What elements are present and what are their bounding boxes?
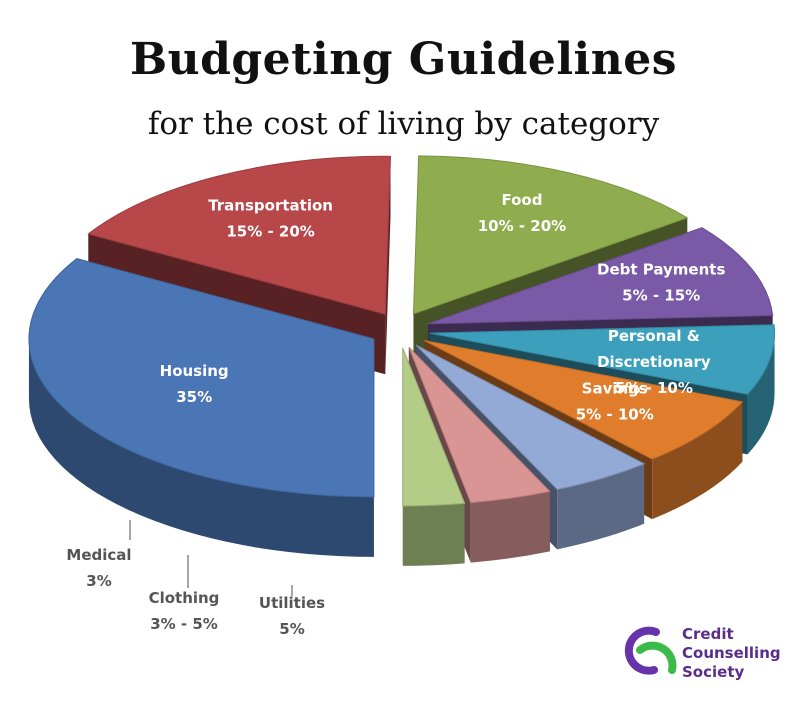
chart-subtitle: for the cost of living by category (147, 106, 660, 142)
logo-line-3: Society (682, 663, 745, 681)
slice-label-utilities: Utilities 5% (259, 594, 325, 638)
credit-counselling-society-logo (624, 626, 677, 675)
slice-side-wall (652, 401, 743, 520)
slice-value: 15% - 20% (226, 223, 314, 241)
slice-name: Savings (582, 379, 648, 397)
slice-label-housing: Housing 35% (160, 362, 229, 406)
slice-label-medical: Medical 3% (66, 546, 131, 590)
slice-name: Personal & (608, 327, 700, 345)
slice-label-savings: Savings 5% - 10% (576, 379, 654, 423)
slice-top (28, 258, 375, 498)
slice-medical (402, 347, 466, 566)
slice-side-wall (470, 491, 550, 563)
slice-top (412, 155, 689, 315)
slice-top (427, 227, 774, 325)
slice-value: 5% - 10% (576, 405, 654, 423)
slice-value: 35% (176, 388, 212, 406)
slice-top (402, 347, 466, 507)
chart-title: Budgeting Guidelines (129, 34, 678, 85)
slice-top (408, 346, 551, 504)
slice-name: Housing (160, 362, 229, 380)
slice-label-food: Food 10% - 20% (478, 191, 566, 235)
slice-value: 5% - 15% (622, 286, 700, 304)
slice-side-wall (747, 333, 775, 455)
slice-name: Clothing (149, 589, 220, 607)
slice-value: 3% - 5% (150, 615, 218, 633)
slice-side-wall (557, 463, 645, 550)
slice-value: 3% (86, 572, 111, 590)
slice-housing (28, 258, 375, 557)
slice-name: Transportation (208, 197, 333, 215)
slice-side-wall (28, 338, 374, 557)
slice-label-transportation: Transportation 15% - 20% (208, 197, 333, 241)
logo-text: Credit Counselling Society (682, 625, 781, 682)
slice-name: Debt Payments (597, 260, 725, 278)
slice-top (424, 340, 744, 460)
slice-top (429, 324, 776, 395)
slice-label-debt-payments: Debt Payments 5% - 15% (597, 260, 725, 304)
slice-label-personal-discretionary: Personal & Discretionary 5% - 10% (597, 327, 711, 397)
slice-side-wall (402, 503, 465, 566)
slice-top (415, 344, 646, 490)
slice-name: Discretionary (597, 353, 711, 371)
slice-name: Medical (66, 546, 131, 564)
slice-value: 10% - 20% (478, 217, 566, 235)
slice-top (87, 155, 392, 315)
slice-name: Utilities (259, 594, 325, 612)
slice-name: Food (501, 191, 542, 209)
slice-label-clothing: Clothing 3% - 5% (149, 589, 220, 633)
slice-value: 5% (279, 620, 304, 638)
slice-value: 5% - 10% (615, 379, 693, 397)
logo-line-1: Credit (682, 625, 734, 643)
logo-line-2: Counselling (682, 644, 781, 662)
